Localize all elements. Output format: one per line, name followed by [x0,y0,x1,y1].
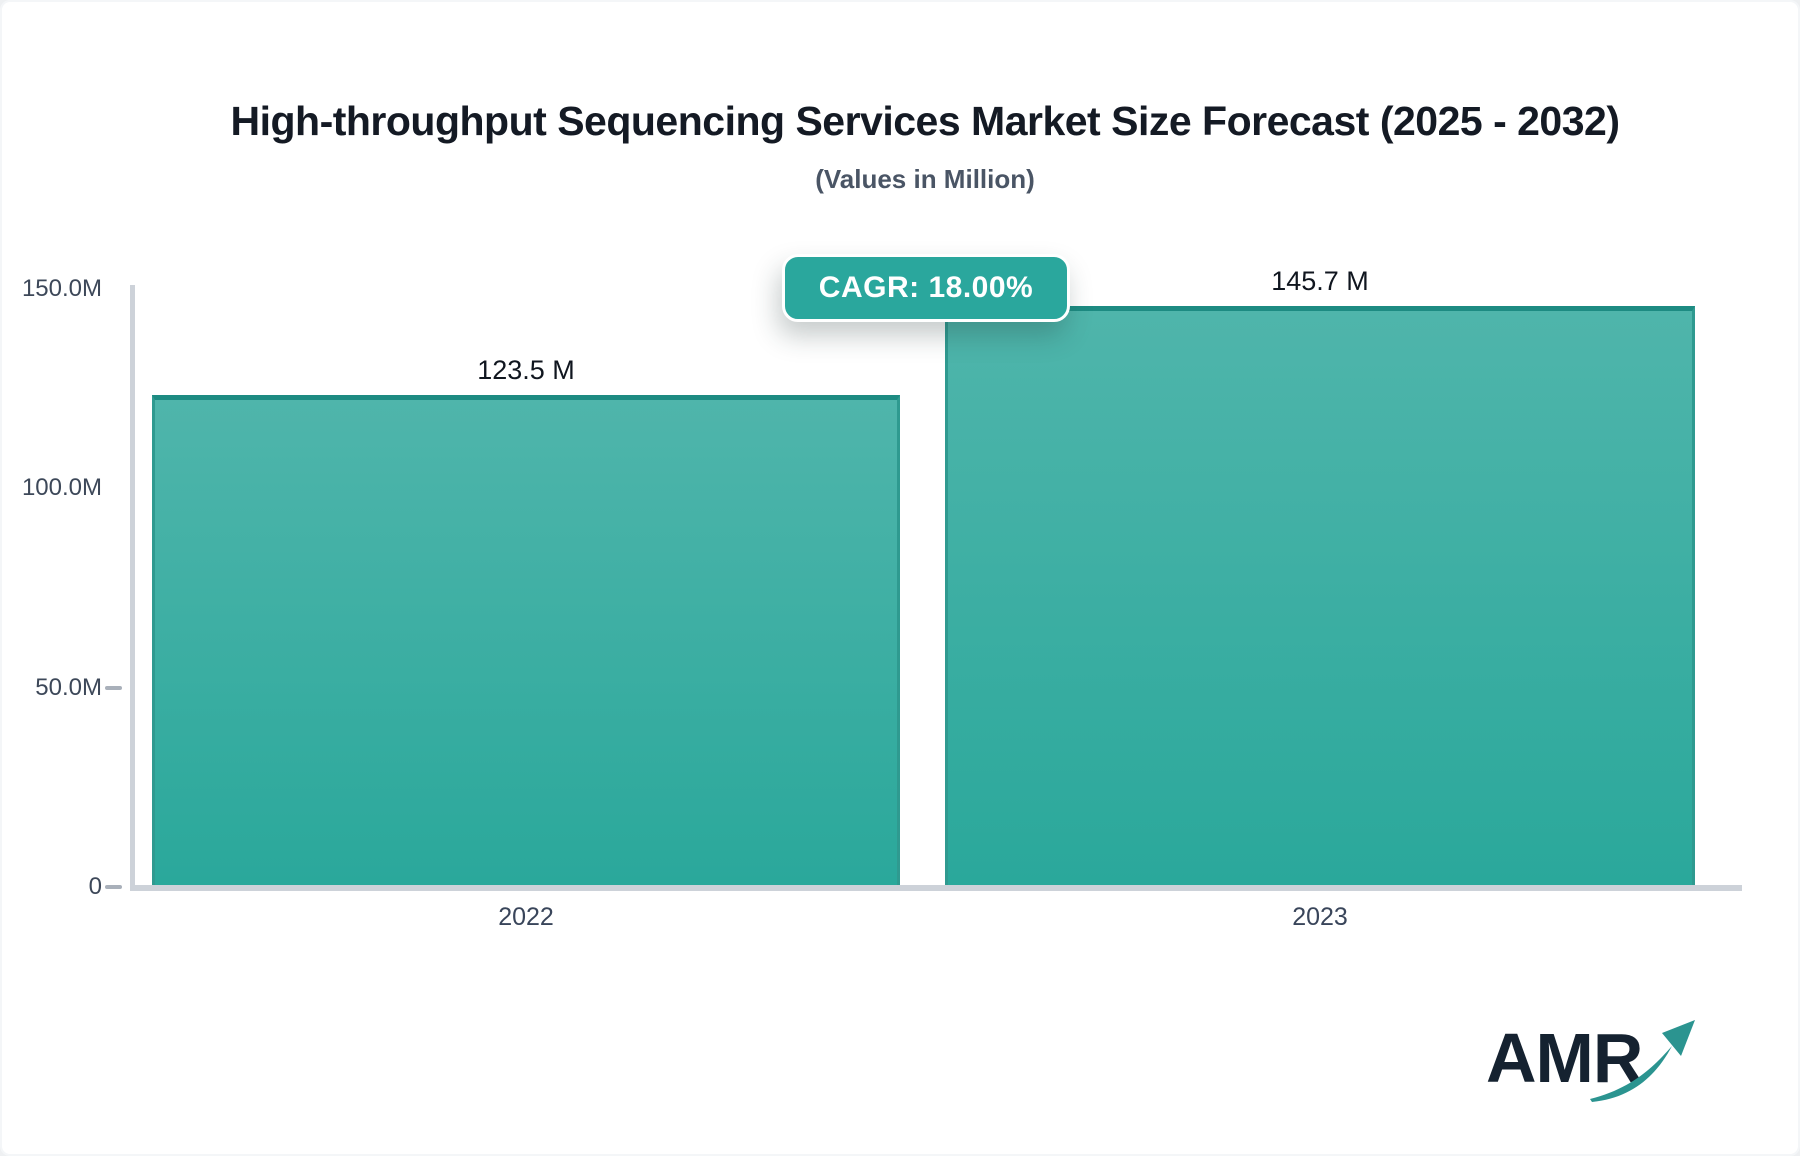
x-axis-line [130,885,1742,891]
bar-2023 [945,306,1695,885]
bar-value-label: 145.7 M [1271,266,1369,297]
chart-title: High-throughput Sequencing Services Mark… [230,98,1620,144]
x-axis-label: 2023 [1292,903,1348,931]
cagr-badge: CAGR: 18.00% [782,254,1070,322]
chart-subtitle: (Values in Million) [815,164,1035,194]
y-axis-line [130,285,135,890]
y-axis-tick-mark [105,685,122,690]
amr-logo-text: AMR [1486,1019,1643,1097]
cagr-label: CAGR: 18.00% [818,271,1034,304]
y-axis-tick-label: 50.0M [35,673,102,701]
bar-value-label: 123.5 M [477,354,575,385]
y-axis-tick-mark [105,885,122,889]
growth-arrow-icon [1590,1020,1695,1102]
x-axis-label: 2022 [498,903,554,931]
amr-logo-graphic: AMR [1486,1019,1695,1102]
bar-2022 [152,394,900,885]
y-axis-tick-label: 100.0M [21,474,102,502]
y-axis-tick-label: 150.0M [21,275,102,302]
y-axis-tick-label: 0 [88,873,102,900]
amr-logo: AMR [1486,1006,1706,1106]
